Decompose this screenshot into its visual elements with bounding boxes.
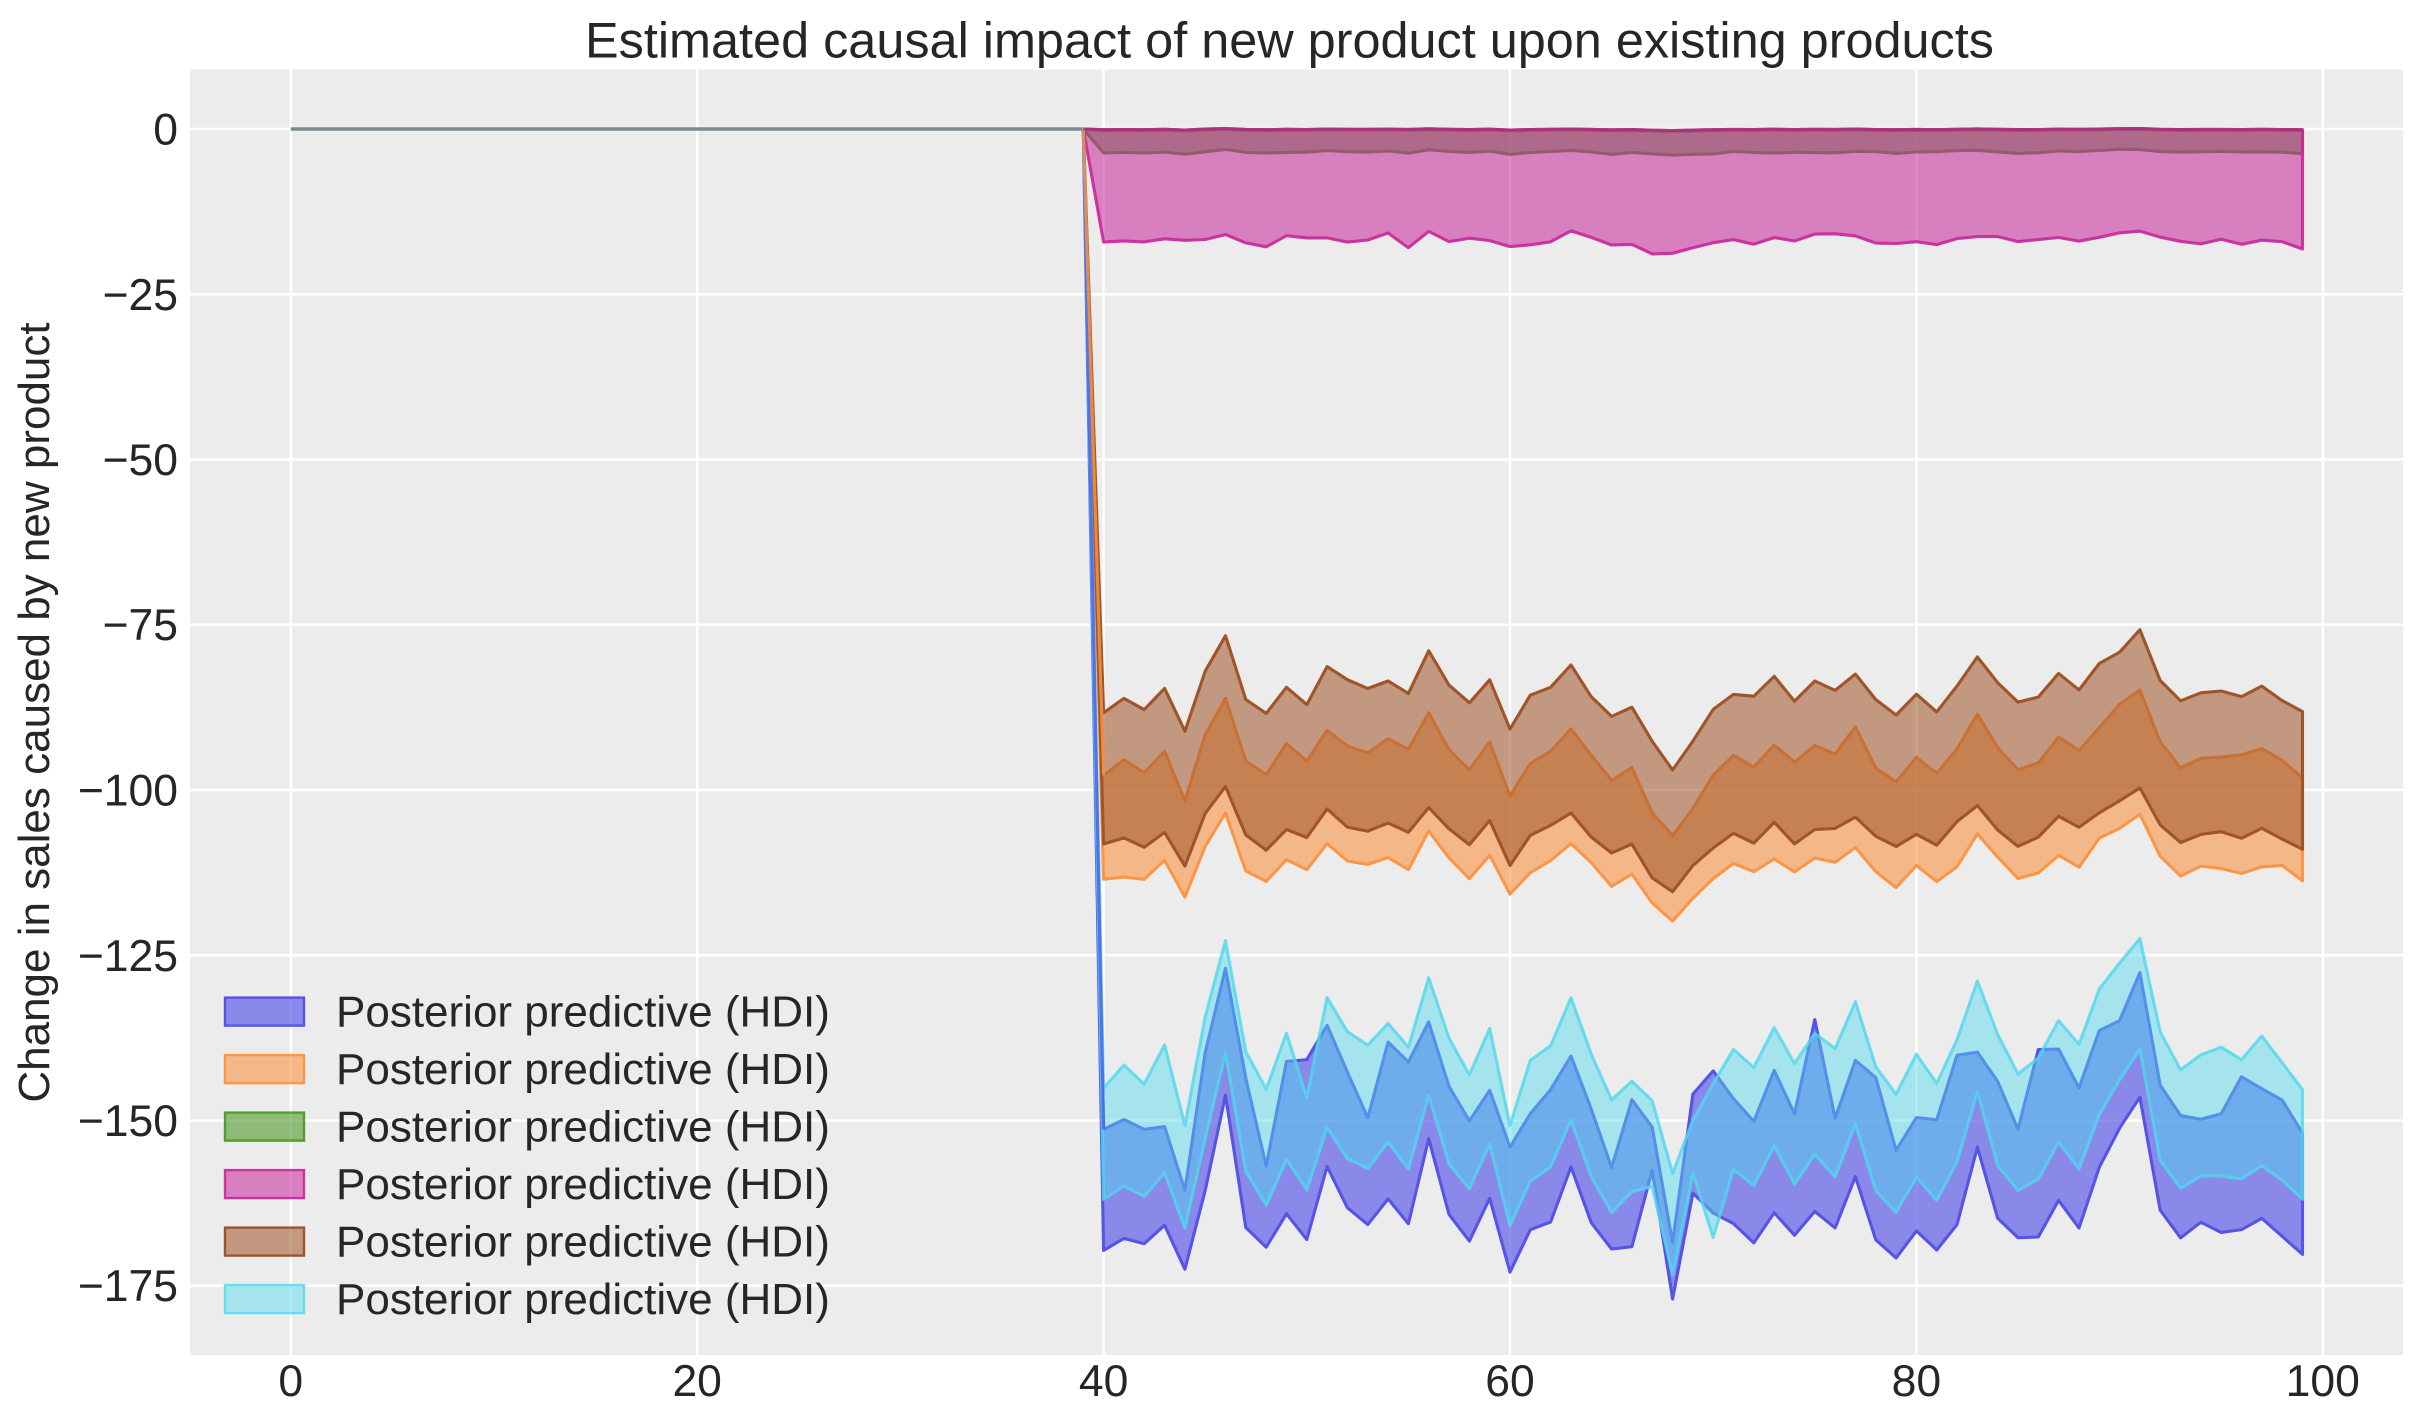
svg-text:20: 20 [672,1357,722,1406]
svg-text:Change in sales caused by new: Change in sales caused by new product [10,322,59,1102]
svg-text:−100: −100 [78,767,178,816]
svg-text:−50: −50 [103,436,179,485]
svg-text:−125: −125 [78,932,178,981]
svg-text:Posterior predictive (HDI): Posterior predictive (HDI) [336,1160,830,1209]
svg-text:60: 60 [1485,1357,1535,1406]
svg-text:Posterior predictive (HDI): Posterior predictive (HDI) [336,1275,830,1324]
svg-text:Posterior predictive (HDI): Posterior predictive (HDI) [336,1045,830,1094]
svg-text:Posterior predictive (HDI): Posterior predictive (HDI) [336,1103,830,1152]
svg-text:−75: −75 [103,601,179,650]
svg-text:80: 80 [1892,1357,1942,1406]
svg-text:0: 0 [153,106,178,155]
svg-text:Estimated causal impact of new: Estimated causal impact of new product u… [585,12,1994,69]
svg-text:100: 100 [2286,1357,2360,1406]
svg-text:40: 40 [1079,1357,1129,1406]
svg-text:−150: −150 [78,1097,178,1146]
svg-text:Posterior predictive (HDI): Posterior predictive (HDI) [336,988,830,1037]
svg-text:0: 0 [278,1357,303,1406]
svg-text:Posterior predictive (HDI): Posterior predictive (HDI) [336,1218,830,1267]
svg-text:−25: −25 [103,271,179,320]
svg-text:−175: −175 [78,1262,178,1311]
